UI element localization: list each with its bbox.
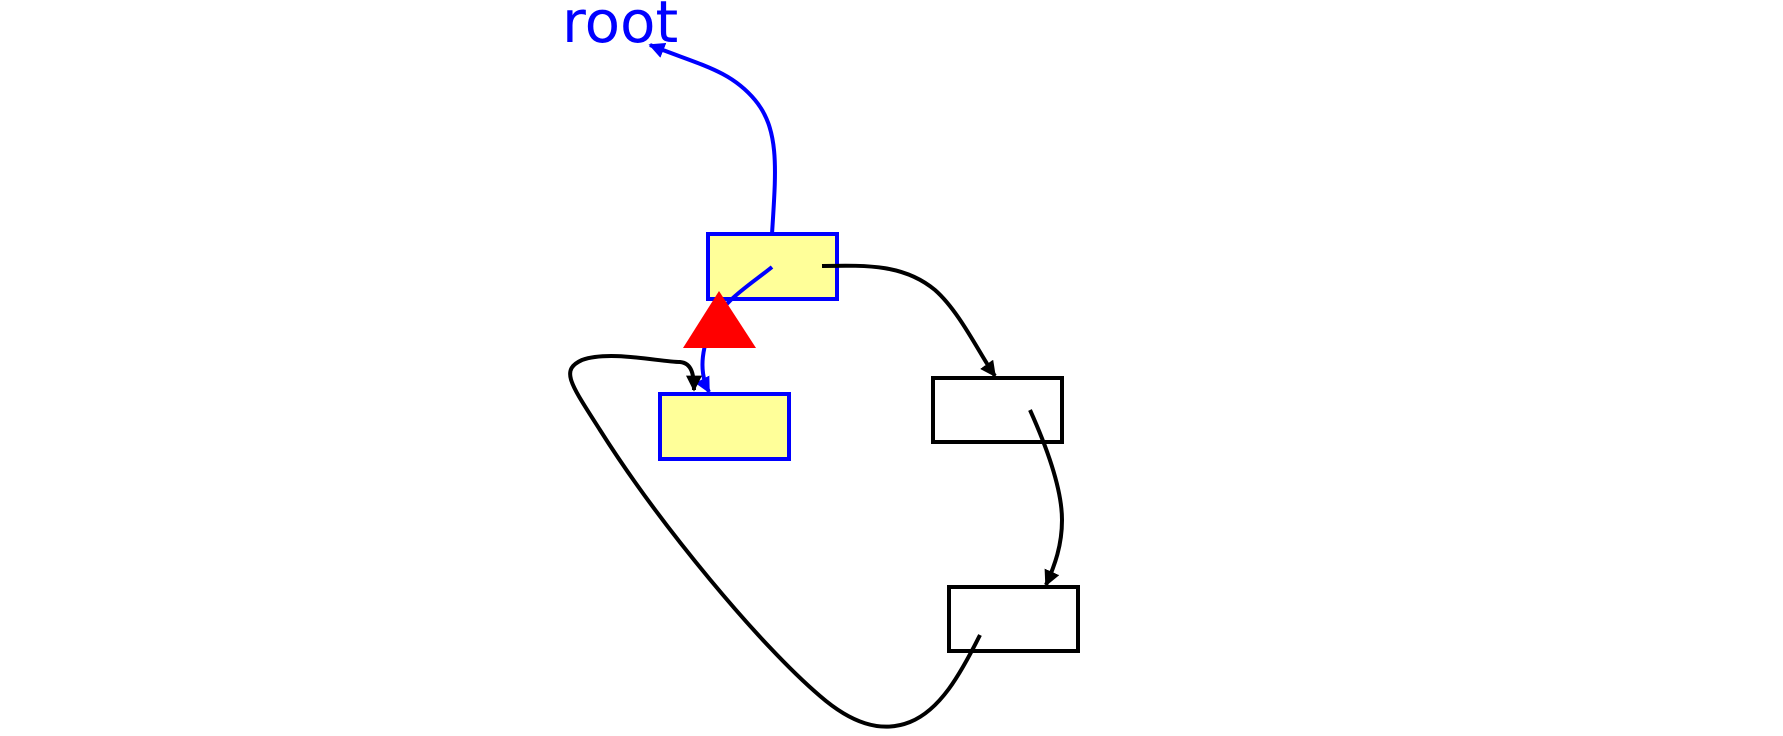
edge-bottom-to-left: [568, 354, 982, 729]
node-top: [706, 232, 839, 301]
node-left: [658, 392, 791, 461]
warning-triangle-icon: [683, 291, 756, 348]
edge-top-to-right: [821, 263, 997, 378]
edge-top-to-root: [648, 42, 777, 235]
edge-right-to-bottom: [1028, 409, 1064, 587]
node-bottom: [947, 585, 1080, 653]
node-right: [931, 376, 1064, 444]
